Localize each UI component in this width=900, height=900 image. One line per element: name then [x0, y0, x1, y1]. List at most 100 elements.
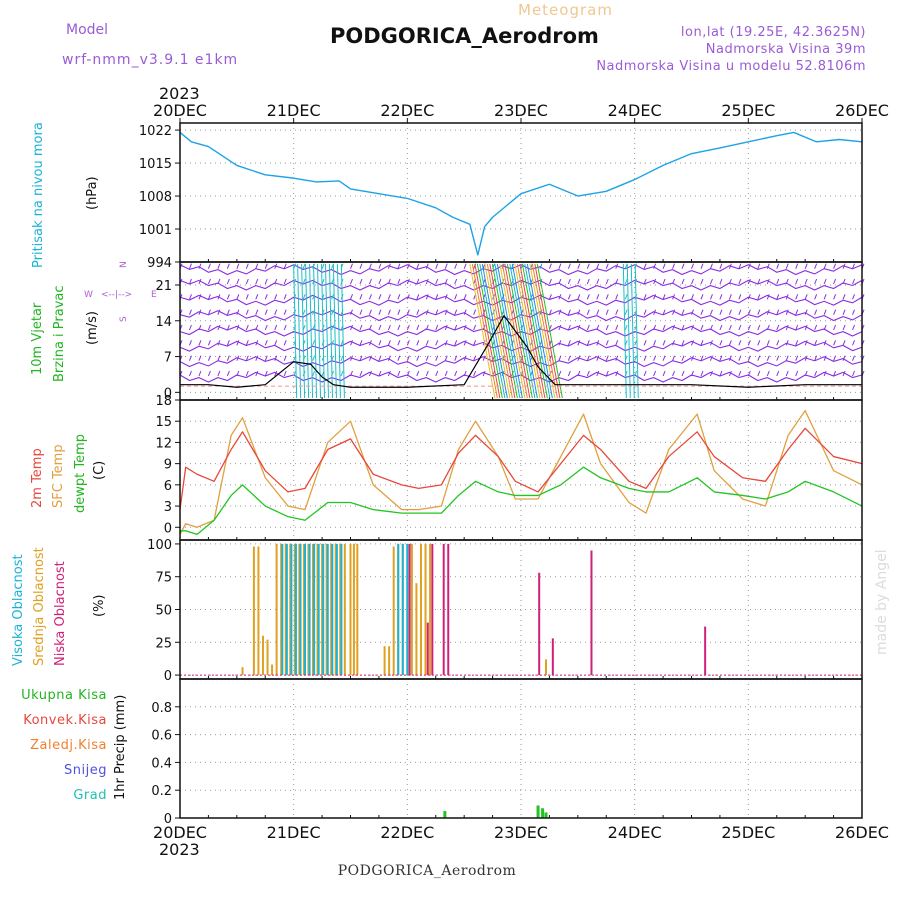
wind-barb [359, 340, 363, 346]
wind-barb [804, 263, 808, 269]
wind-barb [747, 278, 751, 285]
wind-barb [738, 370, 742, 377]
wind-barb-band [332, 263, 337, 399]
wind-barb [198, 294, 202, 300]
y-tick-label: 0.6 [151, 729, 172, 744]
wind-barb [681, 278, 685, 285]
legend-hail: Grad [73, 788, 107, 803]
wind-barb-band [293, 263, 298, 399]
wind-barb [757, 340, 761, 346]
wind-barb [795, 355, 799, 361]
wind-barb [567, 324, 571, 331]
wind-barb [255, 340, 259, 346]
wind-barb [406, 324, 410, 331]
wind-barb [672, 278, 676, 285]
wind-barb [463, 309, 467, 315]
y-tick-label: 12 [155, 436, 172, 451]
wind-barb [397, 324, 401, 331]
wind-barb [444, 278, 448, 285]
wind-barb-band [305, 263, 310, 399]
wind-barb [823, 340, 827, 346]
wind-barb [728, 278, 732, 285]
wind-barb [387, 294, 391, 300]
y-tick-label: 9 [164, 458, 172, 473]
wind-barb [691, 309, 694, 315]
wind-barb [416, 340, 420, 346]
compass-n: N [119, 261, 129, 268]
wind-barb [662, 263, 666, 269]
wind-barb [804, 309, 808, 315]
wind-barb [406, 370, 410, 377]
wind-barb [368, 324, 372, 331]
bottom-date-label: 23DEC [494, 823, 548, 842]
wind-barb [605, 294, 609, 300]
wind-barb [444, 294, 448, 300]
wind-barb [255, 263, 259, 269]
wind-barb [189, 309, 192, 315]
wind-barb [350, 294, 353, 300]
wind-barb [359, 278, 363, 285]
wind-barb [605, 263, 609, 269]
wind-barb [473, 340, 477, 346]
wind-barb [189, 340, 192, 346]
wind-barb [766, 278, 770, 285]
wind-barb [274, 324, 278, 331]
wind-barb [766, 324, 770, 331]
wind-barb [406, 278, 410, 285]
wind-barb [368, 294, 372, 300]
wind-barb [463, 355, 467, 361]
wind-barb [728, 370, 732, 377]
wind-barb-band [297, 263, 302, 399]
wind-barb [425, 263, 429, 269]
wind-barb [823, 370, 827, 377]
temp-dew-label: dewpt Temp [73, 434, 88, 513]
wind-barb [719, 263, 723, 269]
legend-convective-rain: Konvek.Kisa [23, 713, 107, 728]
wind-barb [312, 340, 316, 346]
wind-barb [691, 263, 694, 269]
wind-barb [691, 324, 694, 331]
wind-barb [378, 263, 382, 269]
wind-barb [444, 355, 448, 361]
wind-barb-storm [531, 263, 558, 399]
wind-barb [454, 355, 458, 361]
wind-barb [454, 263, 458, 269]
wind-barb [766, 309, 770, 315]
wind-barb [274, 278, 278, 285]
wind-barb [747, 309, 751, 315]
wind-barb [264, 355, 268, 361]
wind-barb [738, 294, 742, 300]
wind-barb [283, 355, 287, 361]
wind-barb [264, 294, 268, 300]
wind-barb [662, 355, 666, 361]
top-date-label: 22DEC [380, 101, 434, 120]
precip-legend: Ukupna Kisa Konvek.Kisa Zaledj.Kisa Snij… [21, 688, 107, 803]
wind-barb [842, 324, 846, 331]
wind-barb [766, 263, 770, 269]
wind-barb [738, 324, 742, 331]
wind-barb [785, 370, 789, 377]
wind-barb [795, 340, 799, 346]
wind-barb [596, 263, 600, 269]
wind-barb [463, 263, 467, 269]
wind-speed-line [180, 315, 862, 388]
wind-barb [643, 263, 647, 269]
wind-barb [454, 340, 458, 346]
wind-barb [766, 340, 770, 346]
wind-barb [274, 263, 278, 269]
wind-barb [700, 278, 704, 285]
wind-panel: 0 7 14 21 [155, 261, 865, 401]
page-title: PODGORICA_Aerodrom [330, 24, 599, 48]
wind-barb [558, 340, 562, 346]
wind-barb [359, 355, 363, 361]
wind-barb [226, 309, 230, 315]
wind-barb-storm [486, 263, 513, 399]
wind-barb [653, 263, 657, 269]
wind-barb [842, 370, 846, 377]
y-tick-label: 0 [164, 521, 172, 536]
wind-barb [804, 340, 808, 346]
wind-barb [653, 294, 657, 300]
wind-barb [615, 294, 619, 300]
wind-barb [406, 263, 410, 269]
wind-barb [368, 278, 372, 285]
